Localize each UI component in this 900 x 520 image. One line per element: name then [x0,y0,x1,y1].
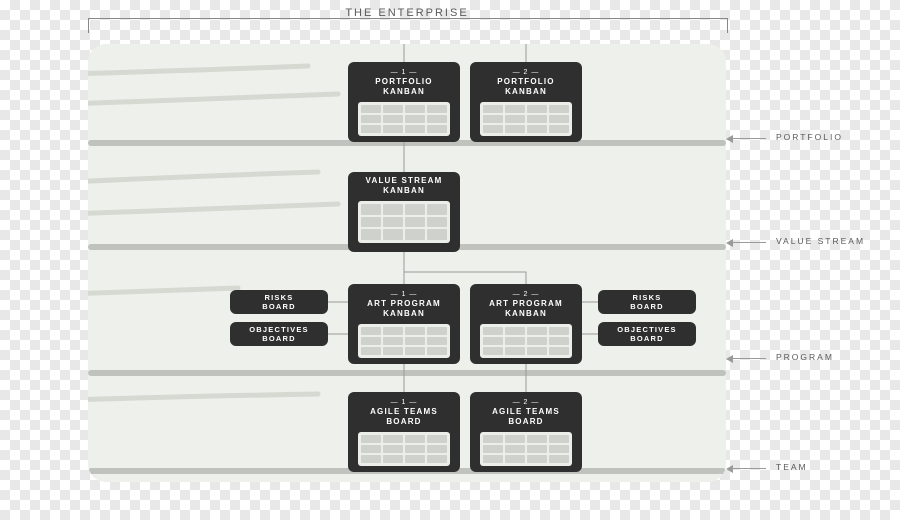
title-bracket [88,18,728,33]
row-arrow-team [732,468,766,469]
row-label-program: PROGRAM [776,352,834,362]
node-number: — 2 — [513,398,540,407]
kanban-board-icon [358,324,450,358]
node-subtitle: KANBAN [383,87,425,97]
row-arrow-portfolio [732,138,766,139]
node-pf1: — 1 —PORTFOLIOKANBAN [348,62,460,142]
node-pf2: — 2 —PORTFOLIOKANBAN [470,62,582,142]
node-number: — 2 — [513,290,540,299]
node-risk2: RISKSBOARD [598,290,696,314]
diagram-stage: THE ENTERPRISE PORTFOLIO VALUE STREAM PROG… [0,0,900,520]
node-subtitle: KANBAN [505,87,547,97]
node-art1: — 1 —ART PROGRAMKANBAN [348,284,460,364]
node-title: PORTFOLIO [375,77,432,87]
node-subtitle: BOARD [508,417,543,427]
kanban-board-icon [358,432,450,466]
kanban-board-icon [480,432,572,466]
node-number: — 1 — [391,68,418,77]
kanban-board-icon [358,102,450,136]
node-obj1: OBJECTIVESBOARD [230,322,328,346]
node-title: AGILE TEAMS [492,407,560,417]
node-title: AGILE TEAMS [370,407,438,417]
node-subtitle: BOARD [386,417,421,427]
node-title: ART PROGRAM [367,299,441,309]
node-subtitle: KANBAN [383,309,425,319]
node-subtitle: KANBAN [383,186,425,196]
node-title: RISKSBOARD [630,293,664,311]
node-number: — 1 — [391,290,418,299]
node-title: OBJECTIVESBOARD [617,325,677,343]
node-risk1: RISKSBOARD [230,290,328,314]
node-obj2: OBJECTIVESBOARD [598,322,696,346]
row-arrow-valuestream [732,242,766,243]
row-label-team: TEAM [776,462,808,472]
row-label-portfolio: PORTFOLIO [776,132,843,142]
node-team1: — 1 —AGILE TEAMSBOARD [348,392,460,472]
kanban-board-icon [480,102,572,136]
row-arrow-program [732,358,766,359]
row-label-valuestream: VALUE STREAM [776,236,865,246]
node-title: OBJECTIVESBOARD [249,325,309,343]
node-number: — 2 — [513,68,540,77]
node-title: ART PROGRAM [489,299,563,309]
node-vs: VALUE STREAMKANBAN [348,172,460,252]
node-subtitle: KANBAN [505,309,547,319]
node-title: PORTFOLIO [497,77,554,87]
node-team2: — 2 —AGILE TEAMSBOARD [470,392,582,472]
node-art2: — 2 —ART PROGRAMKANBAN [470,284,582,364]
node-title: VALUE STREAM [366,176,443,186]
node-number: — 1 — [391,398,418,407]
kanban-board-icon [358,201,450,243]
kanban-board-icon [480,324,572,358]
node-title: RISKSBOARD [262,293,296,311]
diagram-title: THE ENTERPRISE [88,7,726,19]
